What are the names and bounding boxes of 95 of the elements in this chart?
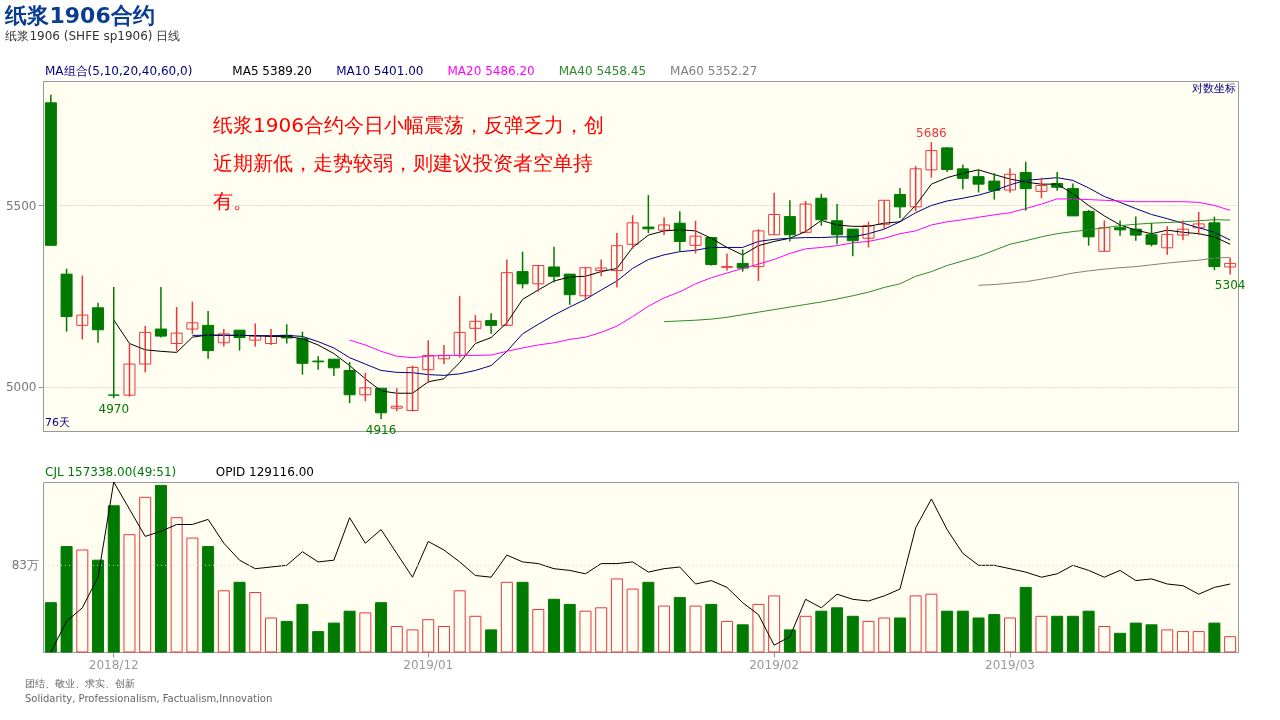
candlestick [689,220,702,255]
bar [972,617,985,653]
annotation: 纸浆1906合约今日小幅震荡，反弹乏力，创近期新低，走势较弱，则建议投资者空单持有。 [213,113,604,213]
bar [1051,615,1064,653]
candlestick [988,172,1001,201]
bar [736,624,749,653]
bar [705,603,718,653]
chart-title: 纸浆1906合约 [4,3,155,28]
annotation: 76天 [45,416,70,429]
bar [1066,615,1079,653]
candlestick [752,228,765,282]
text: Solidarity, Professionalism, Factualism,Innovation [25,693,273,704]
bar [1129,622,1142,653]
x-tick-label: 2019/03 [985,657,1035,672]
text: MA20 5486.20 [447,64,535,78]
candlestick [359,371,372,402]
annotation: 对数坐标 [1192,82,1236,95]
bar [154,484,167,653]
bar [375,602,388,653]
candlestick [720,252,733,272]
text: MA5 5389.20 [232,64,312,78]
x-tick-label: 2019/02 [749,657,800,672]
candlestick [925,141,938,179]
bar [107,505,120,653]
series-label: CJL 157338.00(49:51) [45,465,177,479]
candlestick [815,193,828,227]
candlestick [972,168,985,194]
bar [280,620,293,653]
candlestick [626,214,639,250]
text: OPID 129116.00 [215,465,314,479]
y-tick-label: 5500 [5,198,37,213]
text: MA60 5352.27 [670,64,758,78]
bar [60,546,73,653]
candlestick [60,268,73,333]
candlestick [123,342,136,398]
candlestick [170,306,183,353]
bar [312,631,325,653]
candlestick [406,364,419,412]
candlestick [579,266,592,301]
candlestick [1082,209,1095,247]
text: 5304 [1214,278,1246,293]
candlestick [296,330,309,376]
bar [815,610,828,653]
bar [831,607,844,653]
bar [516,581,529,653]
bar [44,602,57,653]
bar [485,629,498,653]
bar [783,629,796,653]
bar [988,614,1001,653]
bar [1145,624,1158,653]
text: 5686 [916,126,947,141]
text: MA10 5401.00 [336,64,424,78]
x-tick-label: 2018/12 [88,657,139,672]
bar [893,617,906,653]
candlestick [469,314,482,343]
candlestick [1145,222,1158,248]
bar [1082,610,1095,653]
bar [941,610,954,653]
y-tick-label: 5000 [5,380,37,395]
bar [673,597,686,653]
bar [1114,632,1127,653]
bar [1019,586,1032,653]
bar [202,546,215,653]
candlestick [186,300,199,335]
candlestick [516,250,529,290]
candlestick [312,355,325,371]
candlestick [76,274,89,341]
bar [548,598,561,653]
text: 团结、敬业、求实、创新 [25,678,135,689]
text: 4970 [98,402,130,417]
x-tick-label: 2019/01 [403,657,454,672]
text: 4916 [365,422,397,437]
bar [956,610,969,653]
candlestick [532,264,545,293]
bar [846,615,859,653]
candlestick [642,194,655,234]
legend-title: MA组合(5,10,20,40,60,0) [45,64,193,78]
bar [563,603,576,653]
candlestick [1208,215,1221,271]
chart-subtitle: 纸浆1906 (SHFE sp1906) 日线 [5,29,181,43]
bar [343,610,356,653]
text: MA40 5458.45 [558,64,647,78]
bar [92,559,105,653]
candlestick [1035,176,1048,199]
ref-line-label: 83万 [11,558,39,573]
bar [233,581,246,653]
bar [1208,622,1221,653]
candlestick [343,361,356,404]
candlestick [107,286,120,399]
bar [296,603,309,653]
bar [327,622,340,653]
candlestick [909,165,922,213]
candlestick [799,200,812,234]
bar [642,581,655,653]
candlestick [154,286,167,339]
